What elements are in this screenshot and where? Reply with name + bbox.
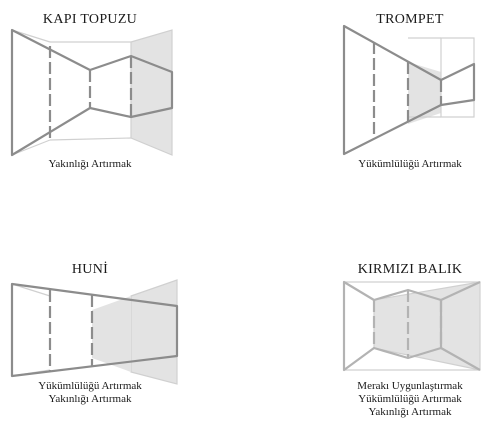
doorknob-frame-line [11, 29, 51, 43]
trumpet-caption: Yükümlülüğü Artırmak [358, 158, 462, 170]
goldfish-title: KIRMIZI BALIK [357, 262, 463, 277]
goldfish-outline-right-bottom [440, 347, 481, 371]
funnel-title: HUNİ [71, 262, 109, 277]
doorknob-outline [10, 28, 174, 157]
trumpet-title: TROMPET [376, 12, 444, 27]
goldfish-outline-right [440, 281, 481, 301]
funnel-shaded-inner [92, 296, 131, 372]
funnel-frame-line [11, 283, 51, 297]
goldfish-caption-2: Yükümlülüğü Artırmak [358, 393, 462, 405]
goldfish-caption-1: Merakı Uygunlaştırmak [357, 380, 463, 392]
doorknob-caption: Yakınlığı Artırmak [48, 158, 132, 170]
funnel-caption-1: Yükümlülüğü Artırmak [38, 380, 142, 392]
doorknob-title: KAPI TOPUZU [42, 12, 138, 27]
funnel-caption-2: Yakınlığı Artırmak [48, 393, 132, 405]
doorknob-frame-line [11, 139, 51, 156]
funnel-outline [10, 282, 179, 378]
goldfish-caption-3: Yakınlığı Artırmak [368, 406, 452, 418]
doorknob-frame-line [49, 137, 132, 141]
